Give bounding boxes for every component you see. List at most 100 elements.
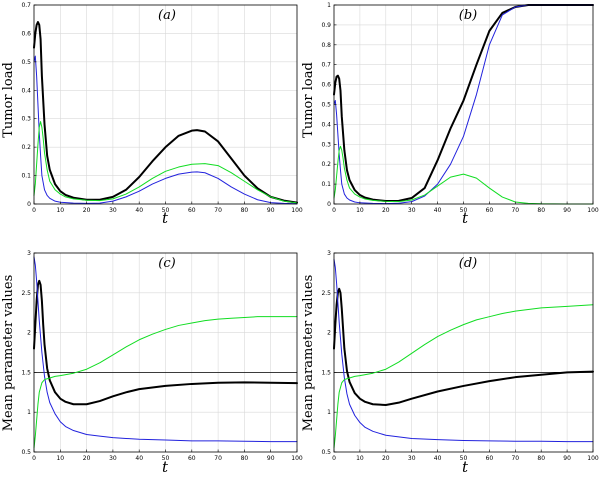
panel-b-xtick-label: 80: [537, 207, 545, 214]
panel-a-xtick-label: 40: [135, 207, 143, 214]
panel-c-ytick-label: 2.5: [21, 290, 31, 297]
panel-d-xtick-label: 30: [408, 455, 416, 462]
panel-c: 0 10 20 30 40 50 60 70 80 90 100 0.5 1 1.5 2 2.5 3 (c) t Me…: [1, 250, 303, 476]
panel-a-xtick-label: 20: [83, 207, 91, 214]
panel-d-xtick-label: 40: [434, 455, 442, 462]
panel-a-xtick-label: 90: [267, 207, 275, 214]
panel-c-series-green: [33, 316, 298, 449]
panel-b-xtick-label: 20: [382, 207, 390, 214]
panel-c-xlabel: t: [162, 458, 169, 476]
panel-b-ytick-label: 0.1: [321, 181, 331, 188]
panel-a-series-total: [33, 21, 298, 204]
panel-d-series-green: [333, 304, 594, 449]
panel-d-series-black: [333, 287, 594, 407]
panel-a-xtick-label: 100: [291, 207, 303, 214]
panel-b-ytick-label: 0: [327, 201, 331, 208]
panel-b-ytick-label: 0.6: [321, 82, 331, 89]
panel-d-xtick-label: 80: [537, 455, 545, 462]
panel-d-ylabel: Mean parameter values: [301, 275, 316, 432]
panel-b-xtick-label: 70: [511, 207, 519, 214]
panel-b-xtick-label: 90: [563, 207, 571, 214]
panel-a-ylabel: Tumor load: [1, 62, 16, 138]
panel-c-xtick-label: 90: [267, 455, 275, 462]
panel-c-ytick-label: 2: [27, 330, 31, 337]
panel-c-xtick-label: 40: [135, 455, 143, 462]
panel-c-xtick-label: 100: [291, 455, 303, 462]
panel-a-ytick-label: 0.5: [21, 59, 31, 66]
panel-d-xtick-label: 70: [511, 455, 519, 462]
panel-b-xtick-label: 50: [460, 207, 468, 214]
panel-d-ytick-label: 0.5: [321, 449, 331, 456]
panel-b-ytick-label: 1: [327, 2, 331, 9]
panel-d-ytick-label: 3: [327, 250, 331, 257]
panel-d-series-blue: [333, 258, 594, 443]
panel-a-xtick-label: 30: [109, 207, 117, 214]
panel-b-xtick-label: 100: [587, 207, 599, 214]
panel-a-xtick-label: 10: [56, 207, 64, 214]
panel-c-series-blue: [33, 256, 298, 443]
panel-b-ytick-label: 0.3: [321, 141, 331, 148]
panel-c-ytick-label: 3: [27, 250, 31, 257]
panel-d-xtick-label: 0: [332, 455, 336, 462]
panel-d-ytick-label: 2: [327, 330, 331, 337]
panel-a-series-green: [33, 121, 298, 204]
panel-a-xtick-label: 80: [241, 207, 249, 214]
panel-c-xtick-label: 60: [188, 455, 196, 462]
panel-a-ytick-label: 0.1: [21, 173, 31, 180]
panel-d-ytick-label: 2.5: [321, 290, 331, 297]
panel-c-title: (c): [158, 256, 175, 271]
panel-a-xlabel: t: [162, 209, 169, 227]
panel-c-ytick-label: 1.5: [21, 369, 31, 376]
panel-a-xtick-label: 60: [188, 207, 196, 214]
panel-d-xtick-label: 60: [486, 455, 494, 462]
panel-a-ytick-label: 0.6: [21, 30, 31, 37]
panel-c-xtick-label: 20: [83, 455, 91, 462]
panel-b-xtick-label: 0: [332, 207, 336, 214]
panel-b-series-green: [333, 145, 594, 205]
panel-b-ytick-label: 0.2: [321, 161, 331, 168]
panel-d-xtick-label: 90: [563, 455, 571, 462]
panel-d-xtick-label: 10: [356, 455, 364, 462]
panel-a-series-blue: [33, 55, 298, 205]
panel-b-series-blue: [333, 4, 594, 205]
panel-a-xtick-label: 50: [162, 207, 170, 214]
panel-b-ytick-label: 0.7: [321, 62, 331, 69]
panel-d-xtick-label: 100: [587, 455, 599, 462]
panel-a-xtick-label: 70: [214, 207, 222, 214]
panel-b-ylabel: Tumor load: [301, 62, 316, 138]
panel-a-ytick-label: 0: [27, 201, 31, 208]
panel-b-ytick-label: 0.4: [321, 121, 331, 128]
panel-c-xtick-label: 50: [162, 455, 170, 462]
panel-a-xtick-label: 0: [32, 207, 36, 214]
panel-c-xtick-label: 70: [214, 455, 222, 462]
panel-d-xlabel: t: [462, 458, 469, 476]
panel-a: 0 10 20 30 40 50 60 70 80 90 100 0 0.1 0.2 0.3 0.4 0.5 0.…: [1, 2, 303, 227]
panel-d-xtick-label: 20: [382, 455, 390, 462]
panel-c-xtick-label: 0: [32, 455, 36, 462]
panel-b-xtick-label: 10: [356, 207, 364, 214]
panel-a-ytick-label: 0.7: [21, 2, 31, 9]
panel-b-ytick-label: 0.9: [321, 22, 331, 29]
panel-a-ytick-label: 0.2: [21, 144, 31, 151]
panel-c-ylabel: Mean parameter values: [1, 275, 16, 432]
panel-d-ytick-label: 1.5: [321, 369, 331, 376]
panel-a-ytick-label: 0.3: [21, 116, 31, 123]
panel-c-ytick-label: 1: [27, 409, 31, 416]
panel-d-title: (d): [459, 256, 477, 271]
panel-c-ytick-label: 0.5: [21, 449, 31, 456]
panel-b-xtick-label: 40: [434, 207, 442, 214]
panel-d-ytick-label: 1: [327, 409, 331, 416]
panel-b-title: (b): [459, 8, 477, 23]
panel-a-ytick-label: 0.4: [21, 87, 31, 94]
panel-b-ytick-label: 0.8: [321, 42, 331, 49]
panel-c-xtick-label: 80: [241, 455, 249, 462]
panel-d: 0 10 20 30 40 50 60 70 80 90 100 0.5 1 1.5 2 2.5 3 (d) t Me…: [301, 250, 599, 476]
panel-c-series-black: [33, 279, 298, 406]
panel-c-xtick-label: 10: [56, 455, 64, 462]
panel-b-xtick-label: 30: [408, 207, 416, 214]
panel-b: 0 10 20 30 40 50 60 70 80 90 100 0 0.1 0.2 0.3 0.4 0.5 0.…: [301, 2, 599, 227]
panel-a-title: (a): [158, 8, 176, 23]
panel-b-xtick-label: 60: [486, 207, 494, 214]
panel-b-xlabel: t: [462, 209, 469, 227]
